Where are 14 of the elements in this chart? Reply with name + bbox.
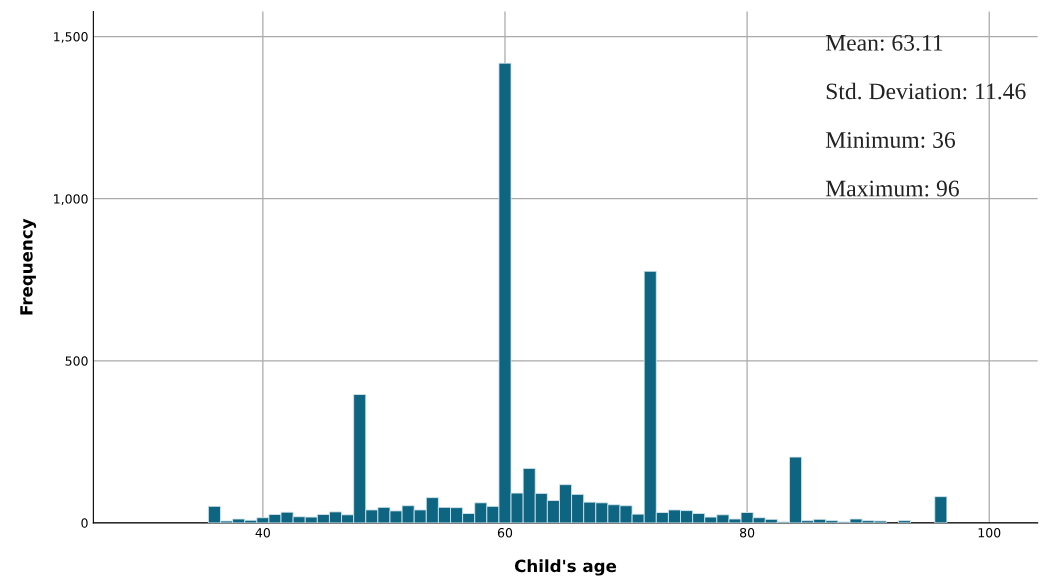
x-tick-label: 60 bbox=[497, 527, 513, 538]
x-tick-label: 40 bbox=[255, 527, 270, 538]
y-tick-label: 0 bbox=[81, 518, 88, 528]
annotation: Std. Deviation: 11.46 bbox=[826, 82, 1026, 100]
annotation: Maximum: 96 bbox=[825, 180, 959, 197]
y-axis-title: Frequency bbox=[20, 218, 37, 315]
y-tick-label: 1,500 bbox=[54, 32, 88, 43]
annotation: Mean: 63.11 bbox=[825, 34, 943, 51]
y-tick-label: 1,000 bbox=[54, 194, 88, 205]
x-axis-title: Child's age bbox=[514, 559, 617, 576]
x-tick-label: 80 bbox=[740, 527, 755, 538]
x-tick-label: 100 bbox=[978, 527, 1001, 538]
annotation: Minimum: 36 bbox=[825, 132, 956, 149]
y-tick-label: 500 bbox=[65, 356, 88, 366]
